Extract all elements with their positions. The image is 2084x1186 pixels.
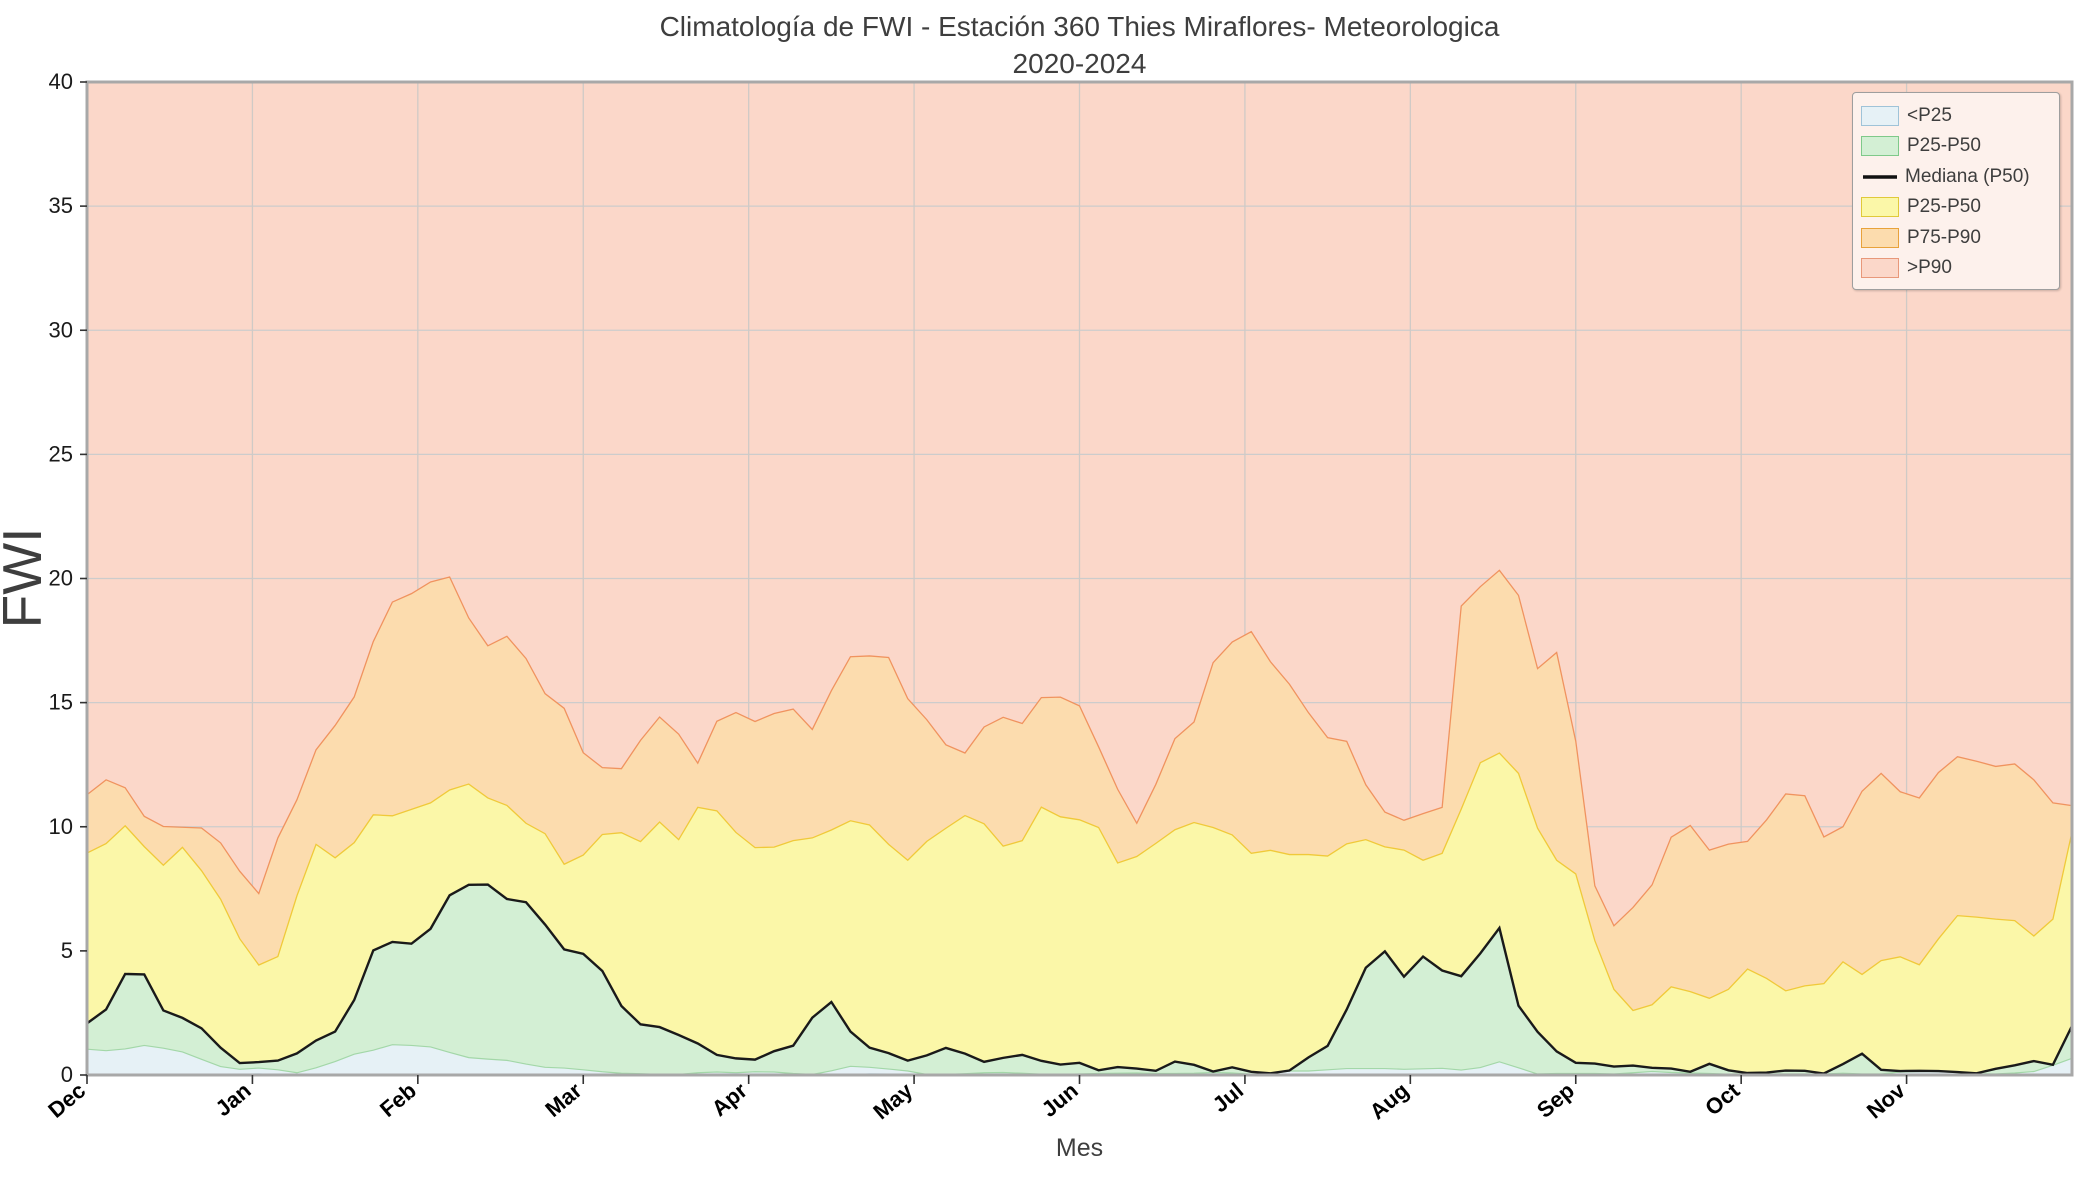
- svg-text:25: 25: [49, 441, 73, 466]
- svg-text:30: 30: [49, 317, 73, 342]
- svg-text:35: 35: [49, 193, 73, 218]
- svg-text:40: 40: [49, 69, 73, 94]
- svg-text:10: 10: [49, 814, 73, 839]
- svg-text:15: 15: [49, 690, 73, 715]
- svg-text:5: 5: [61, 938, 73, 963]
